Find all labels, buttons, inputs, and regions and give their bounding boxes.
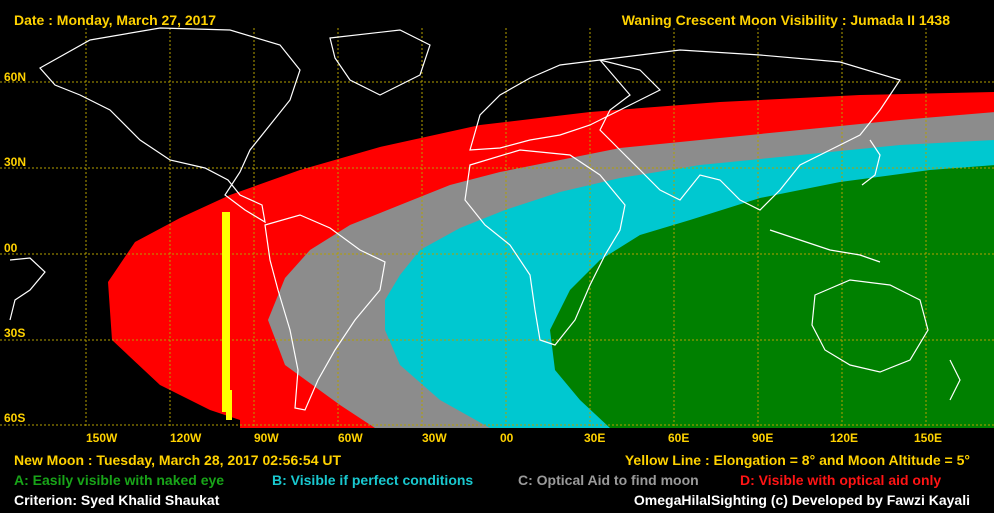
pacific-islands-outline [9, 257, 46, 321]
legend-a: A: Easily visible with naked eye [14, 472, 225, 488]
lat-label-30s: 30S [4, 326, 26, 340]
europe-outline [469, 59, 662, 151]
developer-credit: OmegaHilalSighting (c) Developed by Fawz… [633, 492, 970, 508]
lon-label-120e: 120E [830, 431, 859, 445]
new-moon-info: New Moon : Tuesday, March 28, 2017 02:56… [14, 452, 342, 468]
lat-label-60s: 60S [4, 411, 26, 425]
legend-b: B: Visible if perfect conditions [272, 472, 474, 488]
zone-a-region [550, 165, 994, 428]
indonesia-outline [769, 229, 881, 263]
coastlines [9, 27, 961, 411]
lon-label-30w: 30W [422, 431, 447, 445]
lon-label-150e: 150E [914, 431, 943, 445]
south-america-outline [264, 214, 386, 411]
lon-label-90w: 90W [254, 431, 279, 445]
legend-c: C: Optical Aid to find moon [518, 472, 699, 488]
grid-lines [0, 28, 994, 428]
map-date: Date : Monday, March 27, 2017 [14, 12, 217, 28]
criterion-credit: Criterion: Syed Khalid Shaukat [14, 492, 220, 508]
lat-label-60n: 60N [4, 70, 27, 84]
japan-outline [861, 139, 881, 186]
lon-label-00: 00 [500, 431, 514, 445]
map-title: Waning Crescent Moon Visibility : Jumada… [621, 12, 950, 28]
lon-label-60e: 60E [668, 431, 690, 445]
lat-label-30n: 30N [4, 155, 27, 169]
legend-d: D: Visible with optical aid only [740, 472, 942, 488]
yellow-line-info: Yellow Line : Elongation = 8° and Moon A… [624, 452, 970, 468]
lon-label-150w: 150W [86, 431, 118, 445]
lon-label-30e: 30E [584, 431, 606, 445]
greenland-outline [329, 29, 431, 96]
new-zealand-outline [949, 359, 961, 401]
lon-label-60w: 60W [338, 431, 363, 445]
lat-label-00: 00 [4, 241, 18, 255]
lon-label-120w: 120W [170, 431, 202, 445]
africa-outline [464, 149, 626, 346]
lon-label-90e: 90E [752, 431, 774, 445]
north-america-outline [39, 27, 301, 224]
australia-outline [811, 279, 929, 373]
yellow-line [222, 212, 232, 420]
asia-outline [598, 49, 901, 211]
